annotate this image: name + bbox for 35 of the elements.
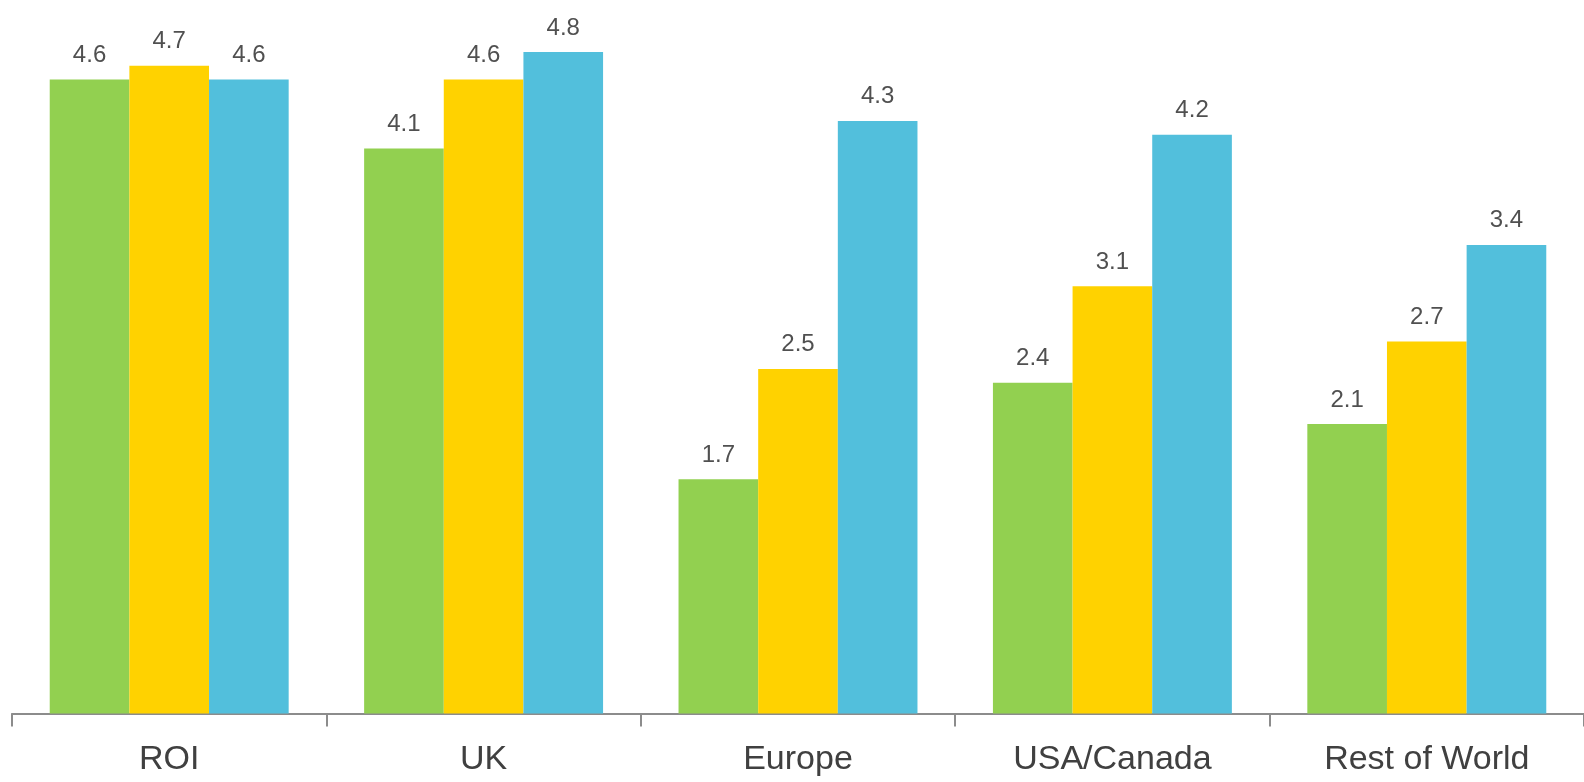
data-label: 2.5	[781, 329, 815, 357]
bar	[992, 382, 1073, 714]
x-tick-label: UK	[459, 737, 508, 776]
x-tick-label: USA/Canada	[1013, 737, 1212, 776]
bar	[443, 79, 524, 714]
data-label: 3.1	[1095, 246, 1130, 274]
data-label: 1.7	[701, 439, 736, 467]
data-label: 4.6	[72, 40, 107, 68]
data-label: 2.4	[1016, 343, 1050, 371]
bar	[1386, 341, 1467, 714]
data-label: 2.7	[1410, 301, 1444, 329]
data-label: 4.8	[546, 12, 580, 40]
data-label: 4.6	[466, 40, 501, 68]
bar	[364, 148, 444, 714]
bar	[678, 479, 759, 714]
bar	[1152, 134, 1232, 714]
bar	[129, 65, 210, 714]
bar	[523, 52, 604, 714]
data-label: 4.2	[1175, 95, 1209, 123]
bar	[209, 79, 289, 714]
data-label: 3.4	[1489, 205, 1524, 233]
x-tick-label: Rest of World	[1324, 737, 1530, 776]
data-label: 4.3	[860, 81, 895, 109]
bar	[49, 79, 130, 714]
data-label: 2.1	[1330, 384, 1364, 412]
data-label: 4.6	[232, 40, 266, 68]
data-label: 4.7	[152, 26, 186, 54]
bar	[1466, 244, 1547, 714]
bar	[837, 120, 918, 714]
bar	[758, 368, 838, 714]
x-tick-label: ROI	[138, 737, 200, 776]
x-tick-label: Europe	[743, 737, 853, 776]
data-label: 4.1	[387, 108, 421, 136]
bar	[1307, 424, 1387, 714]
bar	[1072, 286, 1153, 714]
